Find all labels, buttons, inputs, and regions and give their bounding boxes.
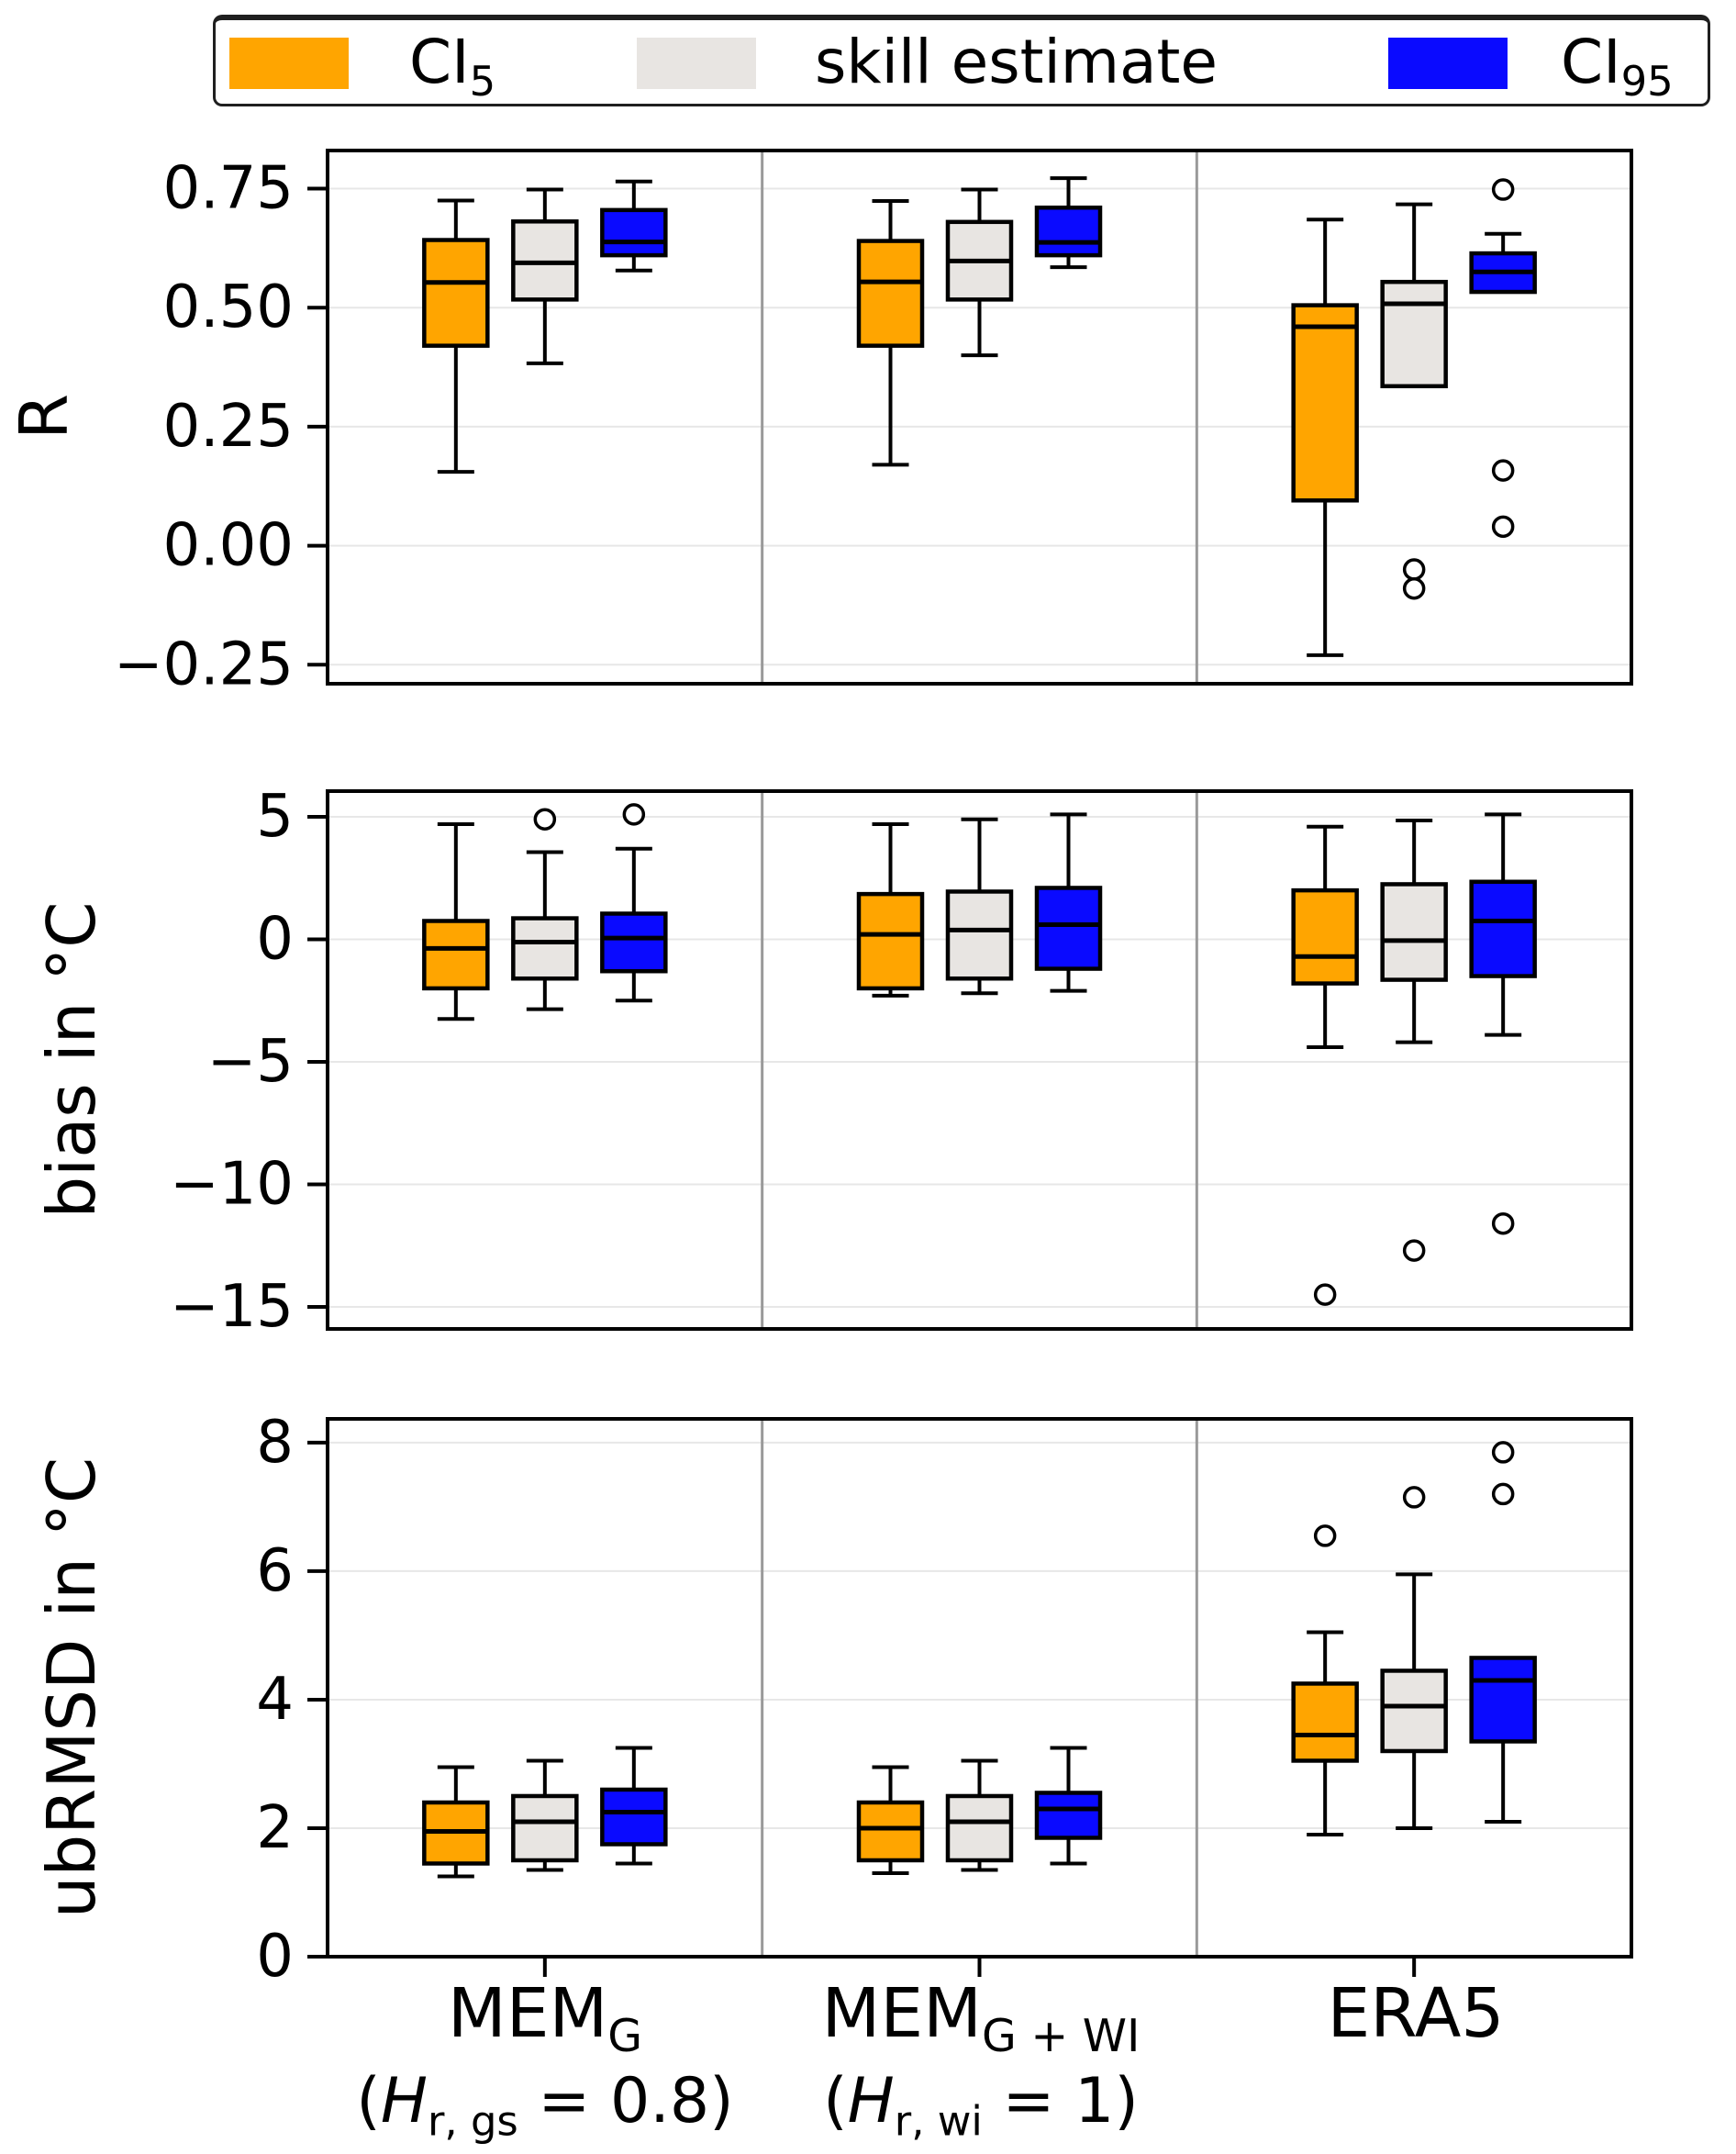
box-p1-g1-s0	[856, 891, 925, 991]
box-p2-g2-s1	[1380, 1669, 1448, 1754]
legend-swatch-ci5	[229, 38, 349, 89]
y-tick-label: 0.00	[163, 512, 295, 580]
panel-1: 5 0 −5 −10 −15	[170, 783, 1633, 1341]
xlabel-memg-wi-line1: MEMG + WI	[821, 1974, 1141, 2062]
legend-label-skill-text: skill estimate	[815, 27, 1219, 97]
panel-2: 8 6 4 2 0	[256, 1409, 1633, 1991]
ylabel-bias: bias in °C	[33, 901, 110, 1219]
box-p2-g1-s2	[1034, 1791, 1103, 1840]
y-tick-label: 0.25	[163, 393, 295, 461]
box-p1-g1-s1	[945, 889, 1014, 981]
box-p0-g1-s2	[1034, 206, 1103, 258]
legend-label-skill-estimate: skill estimate	[815, 20, 1218, 104]
y-tick-label: −10	[170, 1150, 294, 1218]
legend-label-ci95: CI95	[1561, 20, 1674, 106]
box-p2-g2-s0-outlier	[1313, 1524, 1337, 1547]
legend-swatch-ci95	[1388, 38, 1508, 89]
box-p1-g0-s2	[600, 911, 668, 974]
xlabel-memg-wi: MEMG + WI (Hr, wi = 1)	[821, 1974, 1141, 2146]
xlabel-memg-wi-line2: (Hr, wi = 1)	[823, 2065, 1139, 2146]
box-p2-g1-s0	[856, 1800, 925, 1863]
y-tick-label: 0	[256, 1923, 294, 1991]
box-p2-g0-s2	[600, 1787, 668, 1847]
box-p1-g0-s1-outlier	[533, 808, 557, 831]
box-p1-g2-s2-outlier	[1491, 1211, 1515, 1235]
ylabel-r: R	[6, 393, 83, 441]
box-p0-g2-s2-outlier	[1491, 459, 1515, 482]
y-tick-label: 2	[256, 1794, 294, 1862]
box-p1-g0-s2-outlier	[622, 803, 646, 826]
box-p0-g1-s0	[856, 239, 925, 348]
legend-label-ci95-text: CI	[1561, 27, 1621, 97]
box-p0-g0-s1	[511, 219, 579, 302]
box-p1-g2-s1-outlier	[1402, 1239, 1426, 1262]
box-p1-g1-s2	[1034, 886, 1103, 971]
xlabel-era5: ERA5	[1327, 1974, 1505, 2059]
ylabel-ubrmsd: ubRMSD in °C	[33, 1456, 110, 1919]
y-tick-label: 0.75	[163, 155, 295, 223]
box-p0-g0-s0	[422, 238, 490, 348]
box-p2-g2-s2-outlier	[1491, 1482, 1515, 1506]
box-p0-g2-s2-outlier	[1491, 515, 1515, 539]
xlabel-memg-line1: MEMG	[447, 1974, 643, 2062]
legend-label-ci95-sub: 95	[1620, 57, 1674, 106]
legend-label-ci5-text: CI	[409, 27, 470, 97]
panel-frame	[326, 789, 1633, 1331]
legend-label-ci5: CI5	[409, 20, 496, 106]
y-tick-label: 0.50	[163, 273, 295, 341]
box-p1-g2-s0	[1291, 887, 1359, 986]
box-p0-g0-s2	[600, 207, 668, 258]
xlabel-era5-line1: ERA5	[1327, 1974, 1505, 2053]
legend-label-ci5-sub: 5	[469, 57, 496, 106]
box-p0-g2-s1	[1380, 279, 1448, 389]
y-tick-label: −5	[207, 1028, 294, 1096]
y-tick-label: 8	[256, 1409, 294, 1477]
y-tick-label: 4	[256, 1666, 294, 1734]
panel-frame	[326, 149, 1633, 686]
box-p1-g2-s2	[1469, 879, 1537, 978]
panel-0: 0.75 0.50 0.25 0.00 −0.25	[114, 149, 1633, 698]
y-tick-label: 6	[256, 1537, 294, 1605]
y-tick-label: −0.25	[114, 631, 294, 698]
box-p0-g2-s1-outlier	[1402, 577, 1426, 600]
legend: CI5 skill estimate CI95	[213, 15, 1710, 106]
box-p0-g2-s1-outlier	[1402, 558, 1426, 581]
legend-swatch-skill-estimate	[637, 38, 756, 89]
box-p2-g2-s0	[1291, 1681, 1359, 1763]
xlabel-memg-line2: (Hr, gs = 0.8)	[356, 2065, 734, 2146]
box-p0-g2-s0	[1291, 303, 1359, 503]
box-p2-g2-s1-outlier	[1402, 1486, 1426, 1509]
y-tick-label: 5	[256, 783, 294, 851]
y-tick-label: 0	[256, 906, 294, 974]
box-p2-g2-s2-outlier	[1491, 1441, 1515, 1464]
box-p1-g2-s1	[1380, 882, 1448, 982]
box-p2-g2-s2	[1469, 1656, 1537, 1744]
box-p1-g0-s0	[422, 919, 490, 991]
box-p1-g2-s0-outlier	[1313, 1283, 1337, 1306]
box-p0-g2-s2-outlier	[1491, 178, 1515, 201]
y-tick-label: −15	[170, 1273, 294, 1341]
box-p1-g0-s1	[511, 916, 579, 981]
xlabel-memg: MEMG (Hr, gs = 0.8)	[356, 1974, 734, 2146]
box-p2-g1-s1	[945, 1793, 1014, 1863]
box-p2-g0-s1	[511, 1793, 579, 1863]
